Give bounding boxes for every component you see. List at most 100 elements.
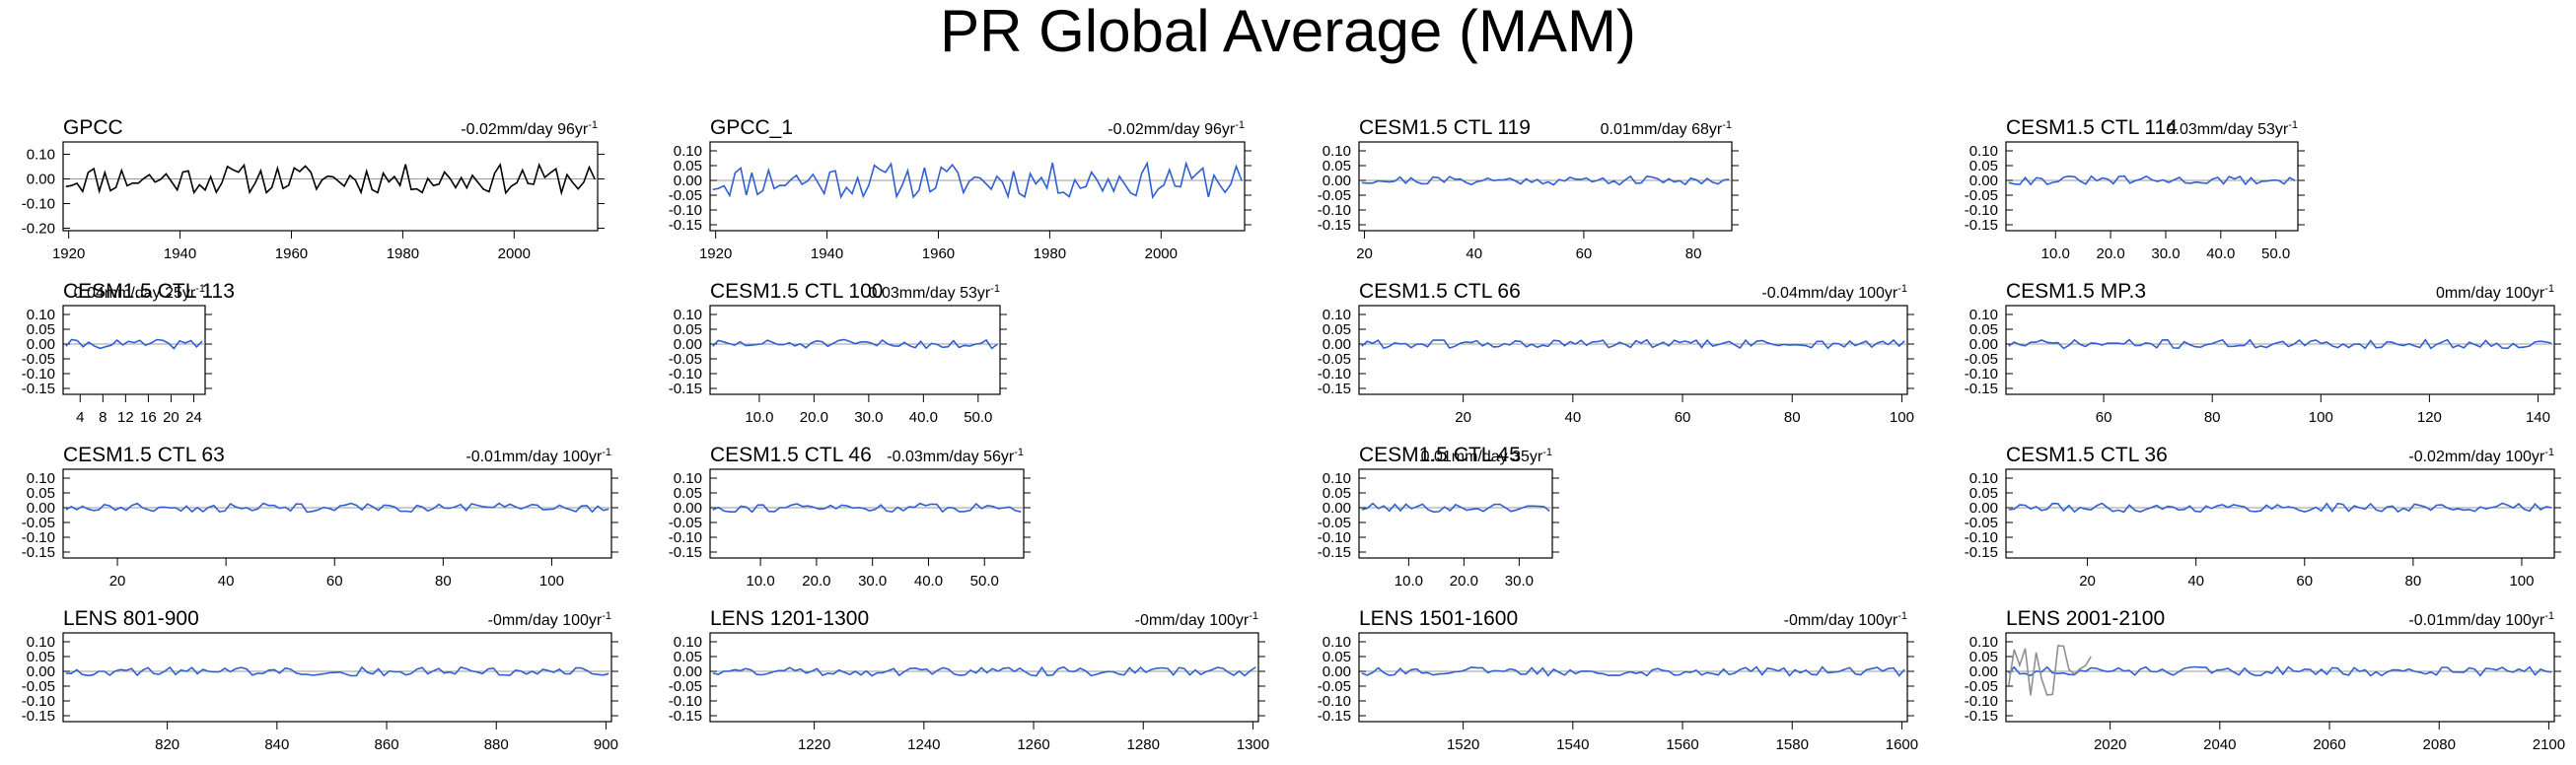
y-tick-label: 0.10 bbox=[674, 634, 702, 651]
x-tick-label: 80 bbox=[2204, 409, 2221, 426]
y-tick-label: 0.10 bbox=[27, 634, 55, 651]
y-tick-label: -0.15 bbox=[1318, 381, 1351, 397]
trend-exponent: -1 bbox=[602, 610, 611, 622]
plot-frame bbox=[1358, 468, 1553, 559]
trend-label: 0.01mm/day 35yr-1 bbox=[1421, 447, 1552, 465]
y-tick-label: 0.10 bbox=[1969, 307, 1998, 323]
trend-exponent: -1 bbox=[1897, 610, 1907, 622]
x-tick-label: 60 bbox=[326, 573, 343, 590]
panel-10: 0.100.050.00-0.05-0.10-0.15 10.0 20.0 30.0 4… bbox=[669, 444, 1031, 590]
plot-frame bbox=[62, 305, 206, 395]
series-line bbox=[1361, 665, 1905, 677]
x-tick-label: 8 bbox=[99, 409, 107, 426]
y-tick-label: -0.15 bbox=[1965, 217, 1998, 234]
plot-frame bbox=[709, 141, 1246, 232]
panel-title: CESM1.5 CTL 36 bbox=[2006, 444, 2168, 466]
x-tick-label: 1260 bbox=[1017, 736, 1049, 753]
panel-5: 0.100.050.00-0.05-0.10-0.15 4 8 12 16 20 24 CES… bbox=[22, 280, 235, 426]
panel-title: CESM1.5 CTL 114 bbox=[2006, 116, 2178, 139]
series-line bbox=[712, 338, 998, 350]
y-tick-label: -0.05 bbox=[669, 351, 702, 368]
series-line bbox=[65, 162, 596, 196]
panel-title: LENS 2001-2100 bbox=[2006, 607, 2165, 630]
x-tick-label: 900 bbox=[594, 736, 618, 753]
panel-9: 0.100.050.00-0.05-0.10-0.15 20 40 60 80 100 CE… bbox=[22, 444, 618, 590]
y-tick-label: -0.10 bbox=[669, 202, 702, 219]
x-tick-label: 1580 bbox=[1776, 736, 1809, 753]
x-tick-label: 80 bbox=[435, 573, 452, 590]
y-tick-label: -0.10 bbox=[669, 366, 702, 382]
y-tick-label: -0.05 bbox=[1318, 351, 1351, 368]
y-tick-label: -0.15 bbox=[1318, 217, 1351, 234]
y-tick-label: -0.05 bbox=[1965, 678, 1998, 695]
y-tick-label: -0.15 bbox=[1965, 708, 1998, 725]
y-tick-label: 0.00 bbox=[674, 663, 702, 680]
y-tick-label: -0.15 bbox=[22, 381, 55, 397]
y-tick-label: -0.05 bbox=[669, 515, 702, 531]
trend-exponent: -1 bbox=[1897, 283, 1907, 295]
y-tick-label: -0.10 bbox=[22, 529, 55, 546]
y-tick-label: 0.10 bbox=[1969, 634, 1998, 651]
plot-frame bbox=[62, 632, 612, 723]
y-tick-label: 0.00 bbox=[27, 172, 55, 188]
y-tick-label: 0.05 bbox=[1323, 321, 1351, 338]
y-tick-label: 0.05 bbox=[27, 321, 55, 338]
x-tick-label: 50.0 bbox=[2261, 245, 2290, 262]
trend-exponent: -1 bbox=[1235, 119, 1245, 131]
x-tick-label: 10.0 bbox=[1395, 573, 1423, 590]
y-tick-label: 0.00 bbox=[27, 663, 55, 680]
x-tick-label: 2100 bbox=[2533, 736, 2565, 753]
y-tick-label: -0.10 bbox=[22, 196, 55, 213]
x-tick-label: 10.0 bbox=[2041, 245, 2070, 262]
y-tick-label: -0.10 bbox=[1318, 693, 1351, 710]
y-tick-label: 0.00 bbox=[674, 336, 702, 353]
y-tick-label: 0.10 bbox=[674, 307, 702, 323]
x-tick-label: 2060 bbox=[2313, 736, 2345, 753]
trend-exponent: -1 bbox=[1542, 447, 1552, 458]
x-tick-label: 20 bbox=[109, 573, 126, 590]
y-tick-label: 0.05 bbox=[1969, 485, 1998, 502]
x-tick-label: 1600 bbox=[1886, 736, 1918, 753]
x-tick-label: 2020 bbox=[2094, 736, 2126, 753]
trend-exponent: -1 bbox=[990, 283, 1000, 295]
y-tick-label: 0.10 bbox=[1969, 143, 1998, 160]
y-tick-label: 0.00 bbox=[1323, 500, 1351, 517]
series-line bbox=[2008, 502, 2552, 514]
y-tick-label: 0.05 bbox=[674, 649, 702, 665]
y-tick-label: -0.10 bbox=[22, 366, 55, 382]
y-tick-label: -0.15 bbox=[1318, 708, 1351, 725]
x-tick-label: 40.0 bbox=[914, 573, 943, 590]
trend-label: -0.02mm/day 96yr-1 bbox=[461, 119, 598, 138]
series-line bbox=[65, 502, 609, 514]
y-tick-label: 0.00 bbox=[1323, 336, 1351, 353]
series-line bbox=[712, 161, 1243, 200]
x-tick-label: 1220 bbox=[798, 736, 830, 753]
panel-title: CESM1.5 CTL 100 bbox=[710, 280, 883, 303]
trend-exponent: -1 bbox=[2544, 610, 2554, 622]
plot-frame bbox=[1358, 141, 1733, 232]
x-tick-label: 10.0 bbox=[745, 409, 773, 426]
x-tick-label: 40 bbox=[1564, 409, 1581, 426]
series-line bbox=[65, 338, 203, 350]
y-tick-label: 0.10 bbox=[27, 470, 55, 487]
trend-label: 0.03mm/day 53yr-1 bbox=[2167, 119, 2298, 138]
panel-11: 0.100.050.00-0.05-0.10-0.15 10.0 20.0 30.0 C… bbox=[1318, 444, 1559, 590]
y-tick-label: -0.10 bbox=[1318, 529, 1351, 546]
panel-15: 0.100.050.00-0.05-0.10-0.15 1520 1540 1560 1… bbox=[1318, 607, 1918, 753]
y-tick-label: 0.00 bbox=[27, 336, 55, 353]
x-tick-label: 20 bbox=[1356, 245, 1373, 262]
y-tick-label: -0.10 bbox=[1965, 366, 1998, 382]
plot-frame bbox=[62, 141, 599, 232]
plot-frame bbox=[709, 305, 1001, 395]
panel-title: CESM1.5 CTL 46 bbox=[710, 444, 872, 466]
panel-title: CESM1.5 CTL 63 bbox=[63, 444, 225, 466]
y-tick-label: -0.05 bbox=[1965, 351, 1998, 368]
x-tick-label: 30.0 bbox=[2151, 245, 2180, 262]
plot-frame bbox=[709, 632, 1259, 723]
y-tick-label: -0.10 bbox=[22, 693, 55, 710]
x-tick-label: 80 bbox=[2405, 573, 2422, 590]
panel-title: LENS 801-900 bbox=[63, 607, 199, 630]
y-tick-label: -0.05 bbox=[669, 187, 702, 204]
x-tick-label: 60 bbox=[2296, 573, 2313, 590]
x-tick-label: 2040 bbox=[2203, 736, 2236, 753]
